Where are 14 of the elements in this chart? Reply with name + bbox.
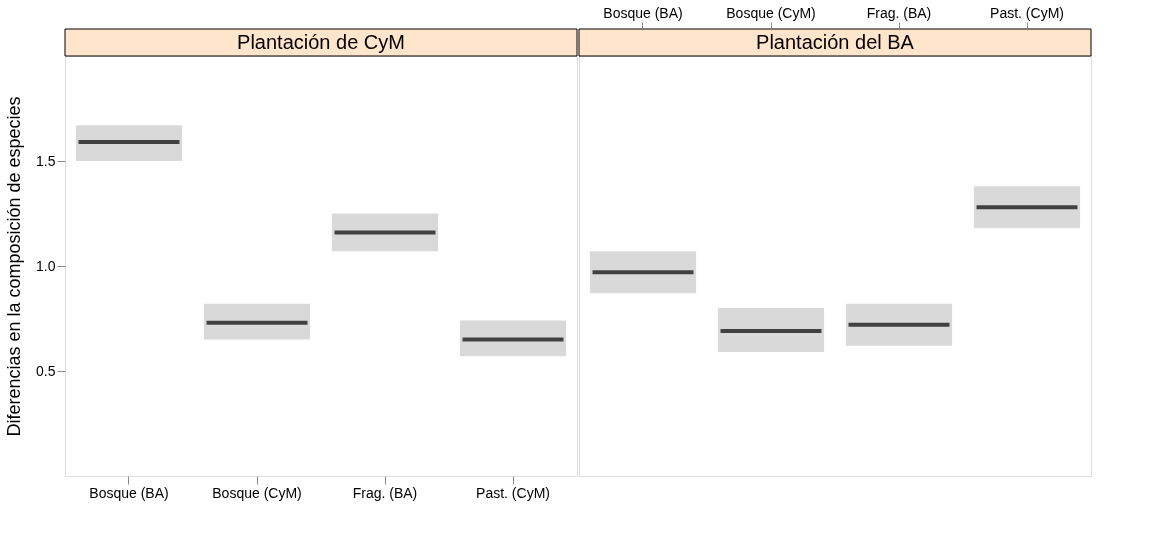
chart-title: Plantación del BA — [756, 31, 915, 53]
y-tick-label: 0.5 — [36, 362, 56, 379]
x-tick-label: Past. (CyM) — [476, 484, 550, 501]
x-tick-label: Bosque (BA) — [603, 4, 683, 21]
x-tick-label: Past. (CyM) — [990, 4, 1064, 21]
x-tick-label: Frag. (BA) — [352, 484, 418, 501]
y-axis-title: Diferencias en la composición de especies — [4, 96, 25, 437]
x-tick-label: Bosque (CyM) — [726, 4, 816, 21]
x-tick-label: Frag. (BA) — [866, 4, 932, 21]
chart-title: Plantación de CyM — [237, 31, 405, 53]
y-tick-label: 1.5 — [36, 152, 56, 169]
x-tick-label: Bosque (BA) — [89, 484, 169, 501]
x-tick-label: Bosque (CyM) — [212, 484, 302, 501]
y-tick-label: 1.0 — [36, 257, 56, 274]
